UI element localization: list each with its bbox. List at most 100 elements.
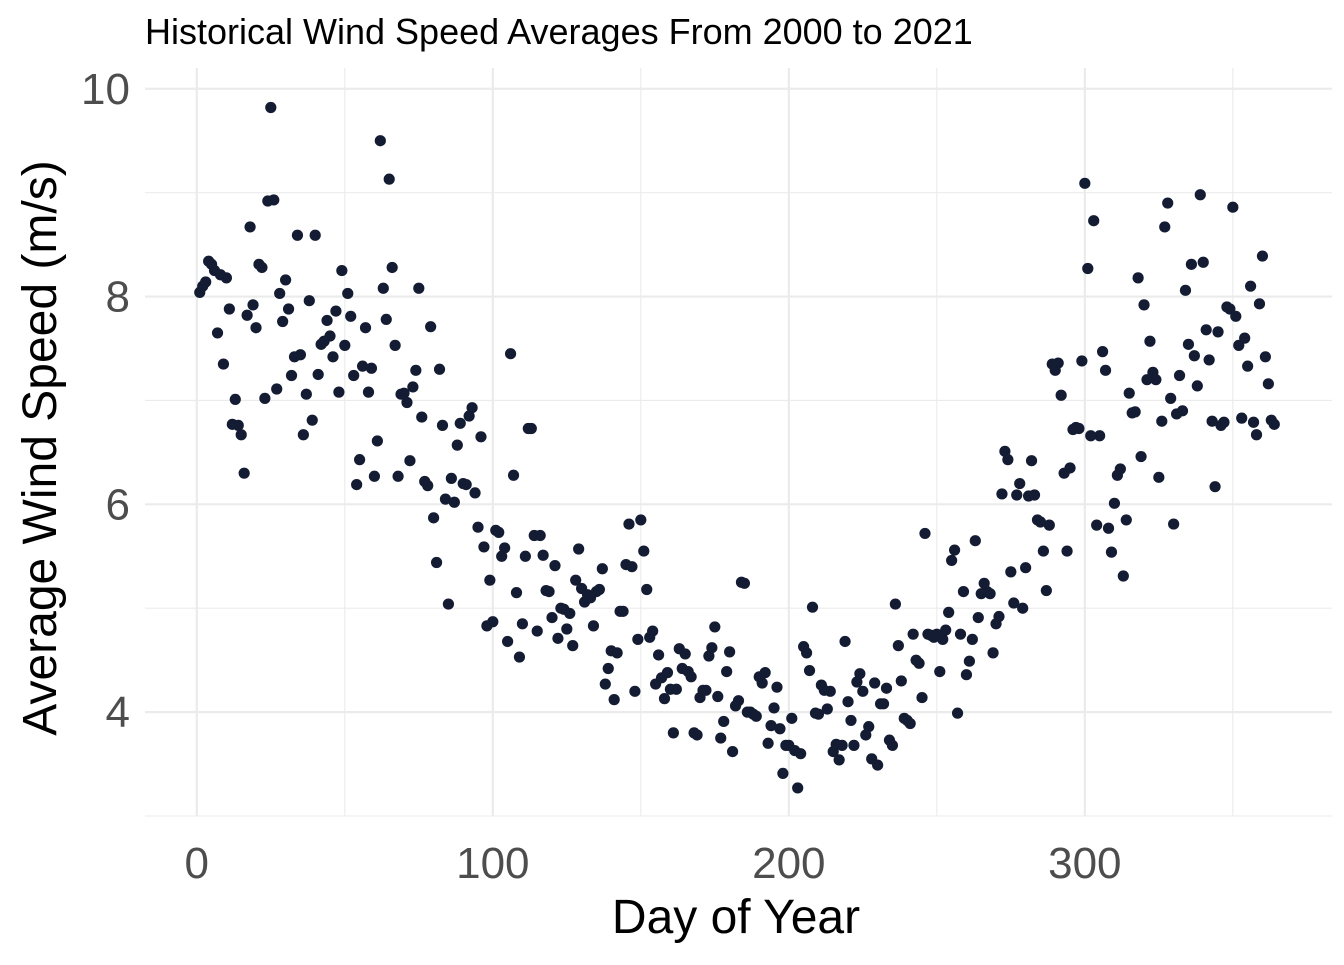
data-point: [913, 657, 925, 669]
data-point: [386, 261, 398, 274]
data-point: [724, 646, 736, 658]
data-point: [1099, 364, 1112, 376]
data-point: [1179, 284, 1192, 296]
data-point: [833, 754, 845, 766]
data-point: [1185, 258, 1197, 270]
data-point: [371, 435, 383, 447]
data-point: [1129, 406, 1141, 418]
data-point: [1200, 324, 1212, 336]
data-point: [1182, 338, 1195, 350]
data-point: [647, 625, 659, 637]
data-point: [1253, 298, 1266, 310]
data-point: [306, 414, 318, 426]
data-point: [960, 669, 973, 681]
data-point: [1094, 430, 1106, 442]
data-point: [297, 429, 309, 441]
data-point: [599, 678, 611, 690]
data-point: [430, 556, 443, 569]
data-point: [777, 767, 789, 780]
y-tick-labels: 4 6 8 10: [81, 65, 130, 737]
data-point: [732, 695, 745, 707]
data-point: [339, 339, 351, 351]
data-point: [564, 607, 576, 620]
data-point: [1250, 429, 1263, 441]
chart-title: Historical Wind Speed Averages From 2000…: [145, 11, 973, 52]
data-points: [194, 101, 1280, 794]
data-point: [670, 683, 682, 695]
data-point: [1159, 221, 1171, 233]
data-point: [880, 682, 893, 694]
data-point: [1088, 215, 1100, 227]
data-point: [762, 737, 774, 749]
data-point: [718, 715, 730, 728]
data-point: [1005, 566, 1017, 578]
data-point: [889, 598, 901, 610]
data-point: [1120, 514, 1132, 526]
data-point: [1162, 197, 1174, 209]
data-point: [632, 633, 644, 645]
data-point: [937, 633, 949, 645]
data-point: [984, 588, 996, 600]
data-point: [1008, 597, 1020, 609]
data-point: [1061, 545, 1073, 557]
data-point: [499, 542, 511, 554]
data-point: [374, 135, 386, 147]
y-tick-label: 6: [106, 480, 130, 529]
data-point: [726, 745, 739, 758]
data-point: [271, 383, 283, 395]
data-point: [336, 264, 348, 277]
data-point: [869, 677, 881, 689]
data-point: [345, 310, 357, 322]
data-point: [806, 601, 819, 613]
data-point: [413, 282, 425, 294]
data-point: [839, 635, 851, 648]
data-point: [389, 339, 401, 351]
data-point: [573, 543, 585, 555]
data-point: [1123, 387, 1135, 399]
data-point: [475, 431, 487, 443]
data-point: [407, 381, 419, 393]
data-point: [916, 691, 928, 704]
data-point: [1188, 350, 1200, 362]
data-point: [232, 419, 244, 431]
data-point: [1114, 463, 1126, 475]
data-point: [356, 360, 369, 372]
data-point: [948, 544, 961, 556]
data-point: [685, 671, 697, 683]
data-point: [469, 487, 481, 499]
data-point: [1096, 346, 1109, 358]
data-point: [1173, 369, 1186, 382]
data-point: [1117, 570, 1129, 582]
data-point: [359, 322, 372, 334]
data-point: [1079, 177, 1091, 189]
data-point: [919, 527, 931, 540]
data-point: [220, 272, 233, 284]
data-point: [1150, 374, 1162, 386]
data-point: [1064, 462, 1076, 474]
data-point: [1052, 357, 1064, 369]
data-point: [951, 707, 964, 719]
data-point: [433, 363, 446, 375]
data-point: [1138, 299, 1150, 311]
data-point: [454, 417, 466, 429]
data-point: [1105, 546, 1118, 558]
data-point: [691, 729, 703, 741]
data-point: [1085, 430, 1097, 442]
x-tick-label: 0: [185, 839, 209, 888]
data-point: [1040, 584, 1052, 597]
data-point: [1025, 455, 1038, 467]
data-point: [800, 647, 813, 659]
data-point: [478, 541, 490, 553]
data-point: [235, 429, 247, 441]
data-point: [700, 684, 712, 696]
data-point: [274, 287, 286, 300]
data-point: [768, 702, 780, 714]
data-point: [886, 739, 899, 751]
data-point: [223, 303, 235, 315]
data-point: [854, 668, 866, 680]
data-point: [1028, 489, 1041, 501]
data-point: [570, 574, 582, 586]
data-point: [1236, 412, 1248, 424]
data-point: [442, 598, 455, 610]
data-point: [404, 455, 416, 467]
